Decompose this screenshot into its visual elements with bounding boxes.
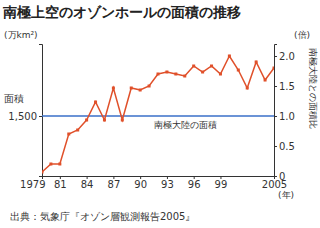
y-unit: (万km²)	[4, 30, 38, 40]
y2-axis-tick: 0	[274, 171, 285, 182]
y2-axis-tick-mark	[274, 56, 277, 57]
y2-axis-tick-mark	[274, 116, 277, 117]
x-axis-tick: 1979	[20, 176, 45, 190]
series-marker	[76, 129, 79, 132]
y2-axis-tick: 2.0	[274, 51, 295, 62]
x-axis-line	[43, 177, 275, 180]
x-axis-tick: 87	[108, 176, 121, 190]
y2-axis-tick: 1.0	[274, 111, 295, 122]
reference-label: 南極大陸の面積	[154, 120, 217, 130]
y2-axis-line	[275, 45, 278, 177]
y2-axis-tick-mark	[274, 146, 277, 147]
series-marker	[192, 65, 195, 68]
plot-area	[42, 55, 274, 174]
series-marker	[67, 133, 70, 136]
y-axis: 1,500	[8, 45, 42, 177]
x-axis-tick-label: 99	[215, 179, 228, 190]
series-marker	[237, 69, 240, 72]
y2-axis: 0 0.5 1.0 1.5 2.0	[274, 45, 295, 182]
series-marker	[174, 73, 177, 76]
series-marker	[264, 79, 267, 82]
reference-line	[42, 115, 274, 117]
chart: 南極上空のオゾンホールの面積の推移19798184879093969920051…	[0, 0, 320, 228]
series-marker	[255, 61, 258, 64]
series-marker	[246, 87, 249, 90]
x-axis-tick-label: 81	[54, 179, 67, 190]
y2-axis-tick-label: 1.5	[279, 81, 295, 92]
y2-unit: (倍)	[294, 30, 310, 40]
y2-axis-tick-label: 0.5	[279, 141, 295, 152]
x-axis-tick-label: 93	[161, 179, 174, 190]
y2-axis-tick: 1.5	[274, 81, 295, 92]
x-unit: (年)	[278, 190, 294, 200]
series-marker	[157, 73, 160, 76]
x-axis-tick: 84	[81, 176, 94, 190]
y2-axis-tick-label: 2.0	[279, 51, 295, 62]
x-axis-tick-label: 96	[188, 179, 201, 190]
series-marker	[210, 65, 213, 68]
y-label: 面積	[4, 93, 24, 104]
source: 出典：気象庁『オゾン層観測報告2005』	[10, 211, 195, 222]
x-axis-tick: 99	[215, 176, 228, 190]
x-axis-tick: 96	[188, 176, 201, 190]
y2-axis-tick-mark	[274, 86, 277, 87]
title: 南極上空のオゾンホールの面積の推移	[2, 4, 241, 20]
series-marker	[112, 87, 115, 90]
y-axis-tick-label: 1,500	[8, 111, 37, 122]
series-marker	[49, 163, 52, 166]
series-marker	[130, 87, 133, 90]
x-axis-tick-label: 90	[134, 179, 147, 190]
x-axis-tick-label: 1979	[20, 179, 45, 190]
series-line	[42, 56, 274, 172]
series-marker	[165, 71, 168, 74]
series-marker	[139, 89, 142, 92]
series-marker	[273, 67, 275, 70]
series-marker	[58, 163, 61, 166]
series-marker	[121, 119, 124, 122]
y-axis-tick-mark	[39, 116, 42, 117]
y2-label: 南極大陸との面積比	[308, 48, 318, 129]
x-axis: 1979818487909396992005	[20, 176, 287, 190]
series-marker	[183, 75, 186, 78]
x-axis-tick-label: 87	[108, 179, 121, 190]
x-axis-tick: 90	[134, 176, 147, 190]
series-marker	[103, 119, 106, 122]
x-axis-tick-label: 84	[81, 179, 94, 190]
y2-axis-tick-mark	[274, 176, 277, 177]
x-axis-tick: 93	[161, 176, 174, 190]
y-axis-tick: 1,500	[8, 111, 42, 122]
series-marker	[219, 73, 222, 76]
x-axis-tick: 81	[54, 176, 67, 190]
series-marker	[94, 101, 97, 104]
y2-axis-tick: 0.5	[274, 141, 295, 152]
series-marker	[148, 85, 151, 88]
series-marker	[228, 55, 231, 58]
y-axis-line	[39, 45, 43, 177]
series-marker	[85, 119, 88, 122]
series-marker	[42, 171, 44, 174]
series-marker	[201, 71, 204, 74]
y2-axis-tick-label: 0	[279, 171, 285, 182]
y2-axis-tick-label: 1.0	[279, 111, 295, 122]
